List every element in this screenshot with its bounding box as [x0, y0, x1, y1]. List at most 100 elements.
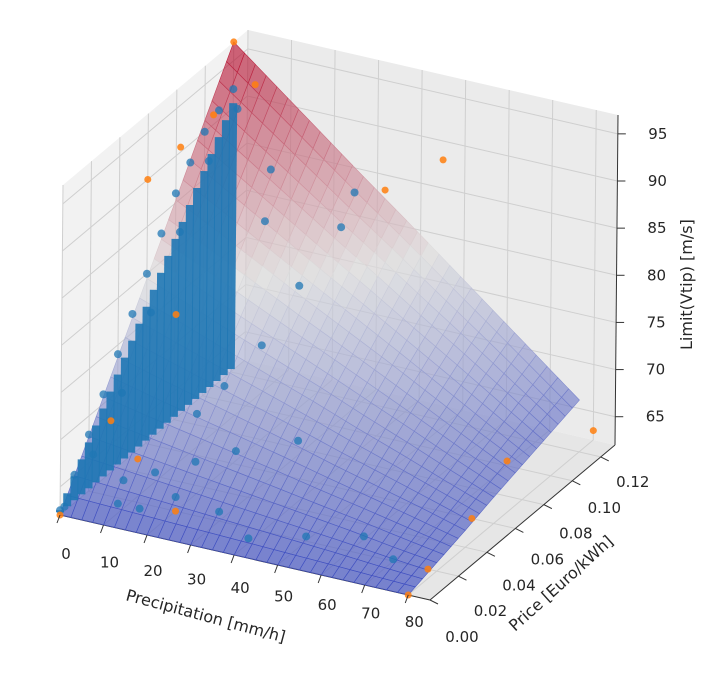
scatter-wall-blue [134, 323, 144, 447]
x-axis-label: Precipitation [mm/h] [124, 586, 288, 647]
scatter-point-blue [113, 499, 122, 508]
scatter-point-blue [171, 189, 180, 198]
scatter-point-blue [215, 106, 224, 115]
scatter-wall-blue [212, 137, 223, 382]
scatter-wall-blue [120, 357, 129, 459]
x-tick-label: 0 [61, 545, 71, 563]
z-tick-label: 80 [647, 266, 666, 284]
y-tick-label: 0.08 [559, 525, 592, 543]
y-tick-mark [429, 599, 439, 605]
y-axis-line [429, 444, 616, 601]
scatter-point-blue [191, 457, 200, 466]
scatter-wall-blue [191, 187, 202, 399]
z-axis-label: Limit(Vtip) [m/s] [677, 219, 696, 350]
x-tick-mark [100, 524, 104, 534]
scatter-point-orange [134, 455, 142, 463]
z-tick-label: 90 [648, 172, 667, 190]
x-tick-label: 70 [361, 605, 380, 623]
scatter-point-blue [142, 269, 151, 278]
x-tick-label: 80 [405, 613, 424, 631]
scatter-point-orange [503, 457, 511, 465]
scatter-point-blue [229, 85, 238, 94]
grid-line [407, 439, 594, 596]
scatter-point-blue [295, 281, 304, 290]
x-tick-mark [274, 564, 279, 574]
y-tick-mark [572, 480, 581, 486]
scatter-point-blue [337, 223, 346, 232]
scatter-point-blue [260, 217, 269, 226]
scatter-point-orange [144, 175, 152, 183]
scatter-wall-blue [198, 171, 209, 393]
scatter-point-blue [266, 165, 275, 174]
scatter-point-blue [151, 468, 160, 477]
grid-line [62, 48, 249, 205]
grid-line [59, 184, 64, 516]
z-tick-label: 95 [648, 125, 667, 143]
scatter-point-blue [84, 430, 93, 439]
y-tick-mark [486, 551, 496, 557]
scatter-wall-blue [169, 238, 180, 417]
scatter-wall-blue [184, 204, 194, 405]
y-tick-label: 0.02 [474, 602, 507, 620]
scatter-point-blue [99, 390, 108, 399]
scatter-wall-blue [176, 221, 187, 411]
scatter-point-blue [186, 158, 195, 167]
scatter-point-blue [113, 350, 122, 359]
x-tick-mark [230, 554, 235, 564]
scatter-point-blue [128, 309, 137, 318]
y-tick-label: 0.06 [531, 550, 564, 568]
x-tick-mark [143, 534, 148, 544]
scatter-point-blue [244, 534, 253, 543]
x-tick-mark [404, 594, 409, 604]
y-tick-label: 0.04 [502, 576, 535, 594]
scatter-point-blue [231, 447, 240, 456]
z-axis-line [614, 114, 619, 446]
x-tick-label: 40 [231, 579, 250, 597]
scatter-point-blue [389, 555, 398, 564]
grid-line [247, 95, 618, 182]
scatter-point-blue [220, 382, 229, 391]
scatter-point-blue [119, 476, 128, 485]
y-tick-mark [515, 528, 524, 533]
scatter-point-orange [210, 111, 218, 119]
scatter-point-blue [350, 188, 359, 197]
scatter-point-orange [172, 507, 180, 515]
x-tick-label: 60 [318, 596, 337, 614]
x-tick-mark [187, 544, 192, 554]
scatter-wall-blue [205, 154, 216, 388]
scatter-point-orange [381, 186, 389, 194]
x-tick-label: 30 [187, 571, 206, 589]
scatter-point-orange [107, 417, 115, 425]
surface-patch [396, 583, 416, 596]
x-tick-mark [361, 584, 366, 594]
scatter-wall-blue [98, 408, 108, 477]
y-tick-label: 0.00 [445, 628, 478, 646]
y-tick-label: 0.12 [616, 473, 649, 491]
scatter-point-blue [200, 127, 209, 136]
scatter-wall-blue [127, 340, 137, 453]
scatter-point-orange [251, 81, 259, 89]
scatter-point-orange [177, 143, 185, 151]
x-tick-mark [56, 514, 61, 524]
scatter-point-blue [257, 341, 266, 350]
x-tick-mark [317, 574, 322, 584]
scatter-point-orange [172, 311, 180, 319]
surface [59, 41, 580, 596]
scatter-wall-blue [148, 289, 158, 435]
x-tick-label: 20 [144, 562, 163, 580]
scatter-wall-blue [141, 306, 151, 441]
scatter-wall-blue [226, 103, 238, 370]
scatter-wall-blue [155, 272, 166, 429]
grid-line [592, 109, 597, 441]
x-tick-label: 50 [274, 588, 293, 606]
scatter-wall-blue [112, 374, 122, 465]
scatter-point-blue [215, 507, 224, 516]
scatter-point-blue [157, 229, 166, 238]
scatter-point-orange [230, 38, 238, 46]
z-tick-label: 85 [647, 219, 666, 237]
scatter-point-blue [302, 532, 311, 541]
scatter-wall-blue [162, 255, 173, 423]
z-tick-label: 70 [646, 361, 665, 379]
